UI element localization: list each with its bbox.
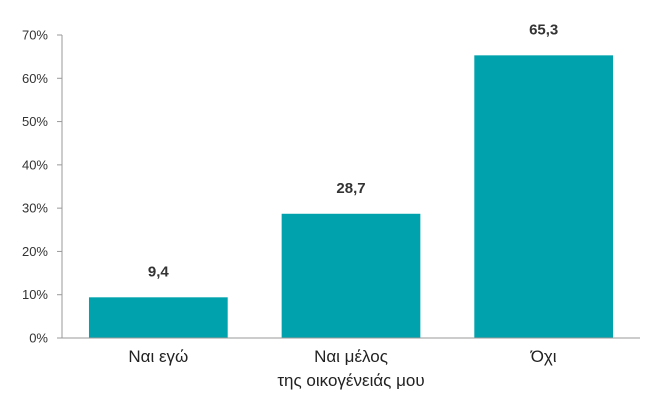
x-category-label-line: Ναι εγώ xyxy=(128,347,188,366)
bars xyxy=(88,55,614,338)
y-tick-label: 50% xyxy=(22,114,48,129)
y-tick-label: 40% xyxy=(22,157,48,172)
y-tick-label: 70% xyxy=(22,28,48,43)
bar xyxy=(88,297,228,338)
y-tick-label: 10% xyxy=(22,287,48,302)
data-labels: 9,4 28,7 65,3 xyxy=(148,21,558,280)
data-label: 28,7 xyxy=(336,180,365,197)
data-label: 65,3 xyxy=(529,21,558,38)
bar xyxy=(281,213,421,338)
x-category-label-line: Ναι μέλος xyxy=(314,347,388,366)
y-axis: 0% 10% 20% 30% 40% 50% 60% 70% xyxy=(22,28,63,346)
x-category-label: Όχι xyxy=(530,347,557,366)
x-category-label-line: της οικογένειάς μου xyxy=(277,371,424,390)
data-label: 9,4 xyxy=(148,263,170,280)
x-category-label-line: Όχι xyxy=(530,347,557,366)
bar xyxy=(474,55,614,338)
x-axis: Ναι εγώ Ναι μέλος της οικογένειάς μου Όχι xyxy=(62,337,640,390)
y-tick-label: 0% xyxy=(29,331,48,346)
x-category-label: Ναι εγώ xyxy=(128,347,188,366)
x-category-label: Ναι μέλος της οικογένειάς μου xyxy=(277,347,424,390)
y-tick-label: 20% xyxy=(22,244,48,259)
y-tick-label: 30% xyxy=(22,201,48,216)
y-tick-label: 60% xyxy=(22,71,48,86)
